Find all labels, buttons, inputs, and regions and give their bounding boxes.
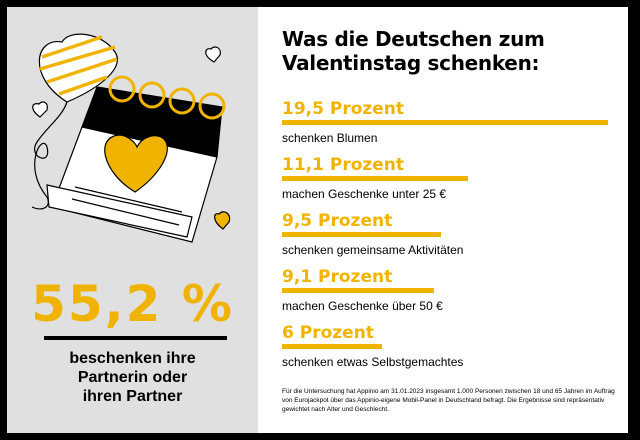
category-label: schenken etwas Selbstgemachtes — [282, 355, 464, 369]
category-label: machen Geschenke über 50 € — [282, 299, 443, 313]
category-label: machen Geschenke unter 25 € — [282, 187, 447, 201]
bar — [282, 120, 608, 125]
value-label: 6 Prozent — [282, 323, 374, 343]
category-label: schenken gemeinsame Aktivitäten — [282, 243, 464, 257]
footnote: Für die Untersuchung hat Appinio am 31.0… — [282, 388, 615, 413]
bar-item: 9,1 Prozent machen Geschenke über 50 € — [282, 267, 443, 313]
headline-description: beschenken ihre Partnerin oder ihren Par… — [69, 350, 196, 405]
bar-item: 11,1 Prozent machen Geschenke unter 25 € — [282, 155, 468, 201]
bar-item: 6 Prozent schenken etwas Selbstgemachtes — [282, 323, 463, 369]
bar-item: 19,5 Prozent schenken Blumen — [282, 99, 608, 145]
bar — [282, 176, 468, 181]
category-label: schenken Blumen — [282, 131, 378, 145]
bar — [282, 288, 435, 293]
chart-title: Was die Deutschen zum Valentinstag schen… — [282, 27, 545, 75]
right-panel: Was die Deutschen zum Valentinstag schen… — [258, 7, 628, 433]
bar-item: 9,5 Prozent schenken gemeinsame Aktivität… — [282, 211, 463, 257]
headline-percent: 55,2 % — [31, 275, 234, 333]
valentine-calendar-illustration — [31, 33, 231, 243]
value-label: 9,1 Prozent — [282, 267, 393, 287]
left-panel: 55,2 % beschenken ihre Partnerin oder ih… — [7, 7, 258, 433]
bar — [282, 232, 441, 237]
value-label: 19,5 Prozent — [282, 99, 405, 119]
value-label: 9,5 Prozent — [282, 211, 393, 231]
divider — [44, 336, 227, 340]
bar — [282, 344, 383, 349]
value-label: 11,1 Prozent — [282, 155, 405, 175]
